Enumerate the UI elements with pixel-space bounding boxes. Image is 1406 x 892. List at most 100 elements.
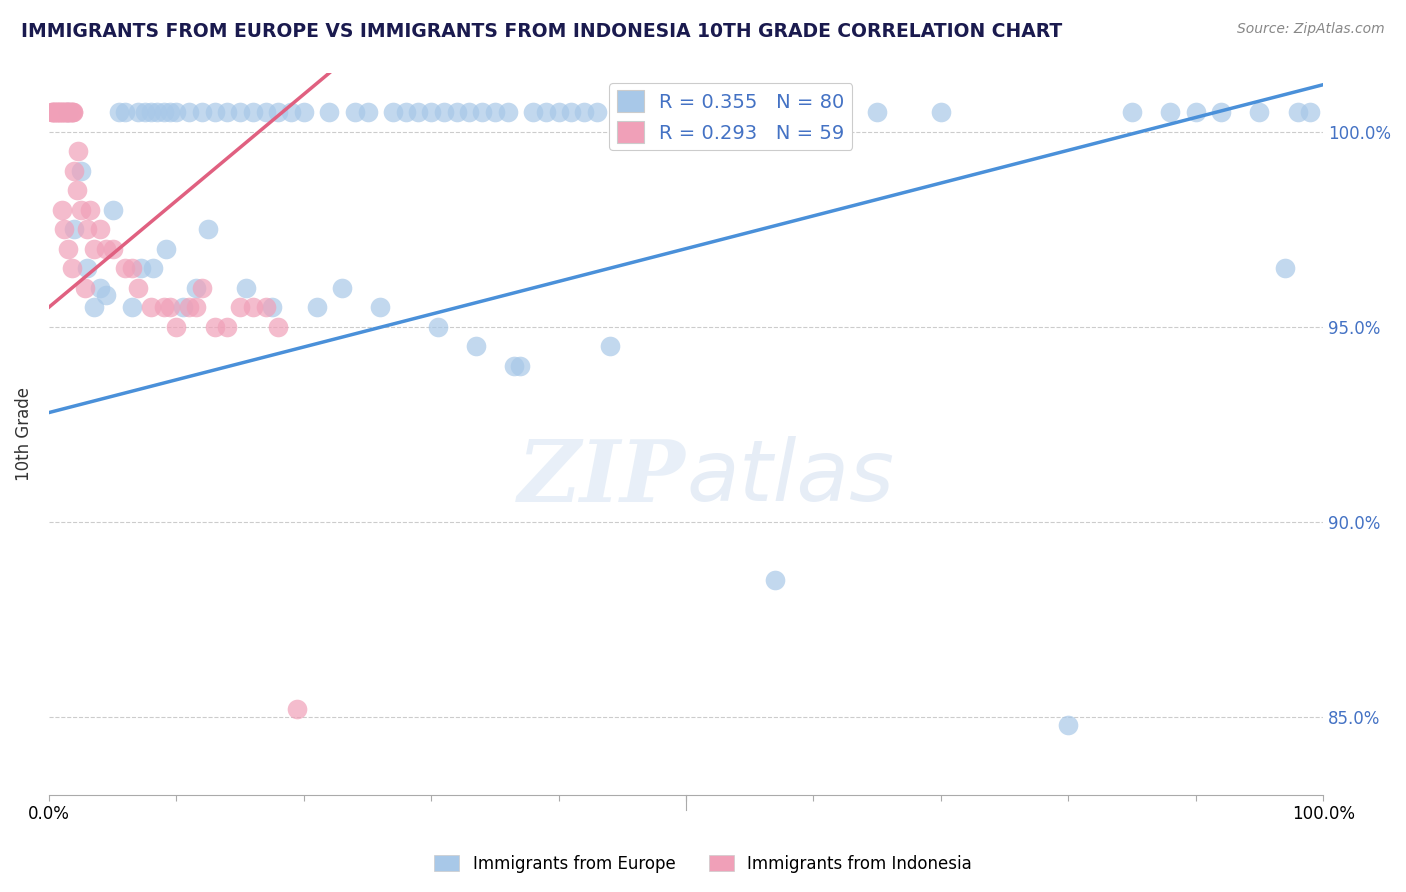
Point [184, 280, 207, 294]
Point [1211, 105, 1233, 120]
Point [217, 319, 239, 334]
Point [55, 105, 77, 120]
Point [41, 105, 63, 120]
Point [62, 105, 84, 120]
Point [69, 163, 91, 178]
Point [292, 105, 315, 120]
Point [1159, 105, 1181, 120]
Point [509, 359, 531, 373]
Point [56, 105, 79, 120]
Point [53, 222, 76, 236]
Point [522, 105, 544, 120]
Point [56, 242, 79, 256]
Point [184, 300, 207, 314]
Point [152, 300, 174, 314]
Point [287, 702, 309, 716]
Point [828, 105, 851, 120]
Point [159, 300, 181, 314]
Point [127, 280, 149, 294]
Point [152, 105, 174, 120]
Point [53, 105, 76, 120]
Point [60, 105, 83, 120]
Point [83, 300, 105, 314]
Point [929, 105, 952, 120]
Point [675, 105, 697, 120]
Point [260, 300, 283, 314]
Point [572, 105, 595, 120]
Point [139, 105, 162, 120]
Point [464, 339, 486, 353]
Point [204, 105, 226, 120]
Point [484, 105, 506, 120]
Point [229, 300, 252, 314]
Point [738, 105, 761, 120]
Point [56, 105, 79, 120]
Point [612, 105, 634, 120]
Point [66, 183, 89, 197]
Point [96, 288, 118, 302]
Point [1274, 261, 1296, 276]
Point [368, 300, 391, 314]
Point [420, 105, 443, 120]
Text: IMMIGRANTS FROM EUROPE VS IMMIGRANTS FROM INDONESIA 10TH GRADE CORRELATION CHART: IMMIGRANTS FROM EUROPE VS IMMIGRANTS FRO… [21, 22, 1063, 41]
Point [89, 222, 111, 236]
Point [44, 105, 66, 120]
Point [129, 261, 152, 276]
Point [114, 261, 136, 276]
Point [1184, 105, 1206, 120]
Point [204, 319, 226, 334]
Point [114, 105, 136, 120]
Point [159, 105, 181, 120]
Point [134, 105, 156, 120]
Point [46, 105, 69, 120]
Point [49, 105, 72, 120]
Point [763, 574, 786, 588]
Point [60, 261, 83, 276]
Point [51, 202, 73, 217]
Point [242, 105, 264, 120]
Point [471, 105, 494, 120]
Point [1057, 718, 1080, 732]
Point [343, 105, 366, 120]
Point [44, 105, 66, 120]
Point [79, 202, 101, 217]
Y-axis label: 10th Grade: 10th Grade [15, 387, 32, 481]
Point [59, 105, 82, 120]
Point [121, 261, 143, 276]
Point [142, 261, 165, 276]
Point [496, 105, 519, 120]
Point [1249, 105, 1271, 120]
Point [433, 105, 456, 120]
Point [51, 105, 73, 120]
Point [356, 105, 378, 120]
Point [1286, 105, 1309, 120]
Point [56, 105, 79, 120]
Point [63, 163, 86, 178]
Point [866, 105, 889, 120]
Point [127, 105, 149, 120]
Point [217, 105, 239, 120]
Point [280, 105, 302, 120]
Point [69, 202, 91, 217]
Text: ZIP: ZIP [519, 435, 686, 519]
Point [46, 105, 69, 120]
Point [146, 105, 169, 120]
Point [179, 300, 201, 314]
Point [458, 105, 481, 120]
Point [42, 105, 65, 120]
Point [45, 105, 67, 120]
Point [76, 261, 98, 276]
Point [101, 202, 124, 217]
Point [197, 222, 219, 236]
Point [83, 242, 105, 256]
Point [235, 280, 257, 294]
Point [267, 105, 290, 120]
Point [73, 280, 96, 294]
Point [56, 105, 79, 120]
Point [267, 319, 290, 334]
Point [1121, 105, 1143, 120]
Point [51, 105, 73, 120]
Point [63, 222, 86, 236]
Point [41, 105, 63, 120]
Text: atlas: atlas [686, 436, 894, 519]
